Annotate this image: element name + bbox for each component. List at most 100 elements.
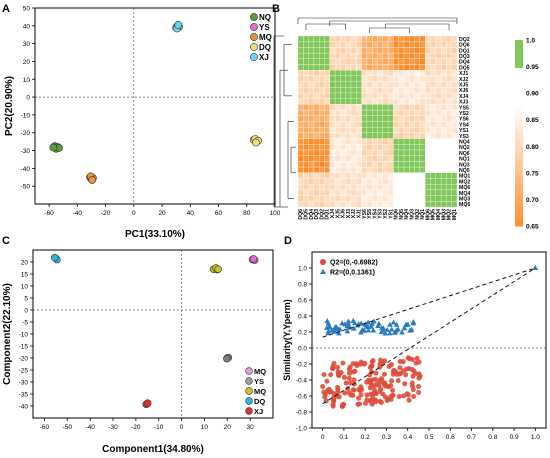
b-heatmap-cell (451, 195, 458, 202)
d-r2-point (410, 319, 417, 325)
b-heatmap-cell (414, 132, 421, 139)
b-heatmap-cell (382, 64, 389, 71)
b-heatmap-cell (435, 104, 442, 111)
b-heatmap-cell (393, 47, 399, 54)
b-heatmap-cell (372, 178, 378, 185)
b-heatmap-cell (319, 201, 325, 208)
b-heatmap-cell (345, 109, 352, 116)
b-col-label: DQ2 (319, 209, 325, 220)
b-heatmap-cell (324, 144, 330, 151)
b-heatmap-cell (387, 70, 394, 77)
panel-letter-c: C (2, 235, 10, 247)
b-heatmap-cell (366, 35, 373, 42)
b-heatmap-cell (403, 104, 410, 111)
b-heatmap-cell (308, 121, 315, 128)
c-y-tick-label: 15 (21, 272, 29, 279)
b-heatmap-cell (440, 127, 447, 134)
b-heatmap-cell (382, 127, 389, 134)
b-col-label: XJ6 (341, 209, 347, 218)
b-colorbar-tick-label: 0.85 (526, 117, 539, 124)
b-heatmap-cell (361, 70, 368, 77)
d-r2-point (344, 328, 351, 334)
b-heatmap-cell (393, 189, 399, 196)
panel-d-permutation: 0 0.1 0.2 0.3 0.4 0.5 0.6 0.7 0.8 0.9 1.0 -1.0 -0.8… (282, 251, 547, 441)
b-heatmap-cell (308, 35, 315, 42)
b-heatmap-cell (446, 184, 452, 191)
d-q2-point (320, 384, 326, 390)
c-point-nq (223, 355, 231, 363)
b-heatmap-cell (435, 109, 442, 116)
b-colorbar-segment (515, 40, 523, 46)
b-colorbar-tick-label: 0.65 (526, 224, 539, 231)
d-legend-q2-marker (320, 259, 326, 265)
b-heatmap-cell (446, 127, 452, 134)
b-heatmap-cell (425, 58, 431, 65)
b-heatmap-cell (440, 47, 447, 54)
b-heatmap-cell (303, 70, 309, 77)
b-heatmap-cell (372, 64, 378, 71)
b-heatmap-cell (430, 52, 436, 59)
b-heatmap-cell (366, 104, 373, 111)
b-heatmap-cell (425, 127, 431, 134)
b-col-label: YS2 (383, 209, 389, 219)
b-heatmap-cell (308, 47, 315, 54)
b-colorbar-segment (515, 53, 523, 60)
b-col-label: DQ5 (303, 209, 309, 220)
b-heatmap-cell (377, 166, 383, 173)
b-heatmap-cell (393, 92, 399, 99)
b-heatmap-cell (377, 115, 383, 122)
b-heatmap-cell (324, 184, 330, 191)
b-heatmap-cell (350, 92, 357, 99)
b-heatmap-cell (425, 64, 431, 71)
d-x-tick-label: 0.9 (510, 434, 519, 441)
b-heatmap-cell (350, 184, 357, 191)
b-heatmap-cell (361, 64, 368, 71)
d-q2-point (340, 403, 346, 409)
b-heatmap-cell (361, 109, 368, 116)
b-heatmap-cell (440, 155, 447, 162)
c-x-tick-label: -60 (40, 424, 50, 431)
b-row-label: NQ6 (459, 151, 470, 157)
b-heatmap-cell (350, 121, 357, 128)
b-heatmap-cell (313, 87, 320, 94)
b-heatmap-cell (345, 87, 352, 94)
panel-d-ylabel: Similarity(Y,Yperm) (282, 299, 292, 381)
b-heatmap-cell (350, 161, 357, 168)
b-heatmap-cell (319, 87, 325, 94)
b-heatmap-cell (419, 155, 426, 162)
d-q2-point (331, 361, 337, 367)
b-heatmap-cell (419, 184, 426, 191)
b-heatmap-cell (356, 132, 362, 139)
b-heatmap-cell (334, 35, 341, 42)
b-heatmap-cell (361, 132, 368, 139)
b-heatmap-cell (356, 87, 362, 94)
b-heatmap-cell (398, 201, 405, 208)
b-heatmap-cell (414, 115, 421, 122)
b-heatmap-cell (387, 41, 394, 48)
b-heatmap-cell (451, 201, 458, 208)
b-heatmap-cell (313, 58, 320, 65)
b-heatmap-cell (350, 195, 357, 202)
c-y-tick-label: -40 (19, 404, 29, 411)
b-heatmap-cell (366, 70, 373, 77)
b-heatmap-cell (372, 41, 378, 48)
b-heatmap-cell (329, 166, 336, 173)
b-heatmap-cell (440, 115, 447, 122)
b-heatmap-cell (340, 109, 346, 116)
b-heatmap-cell (324, 41, 330, 48)
b-heatmap-cell (377, 127, 383, 134)
b-heatmap-cell (446, 189, 452, 196)
b-heatmap-cell (393, 144, 399, 151)
b-heatmap-cell (329, 138, 336, 145)
b-colorbar-segment (515, 207, 523, 213)
d-q2-regression-line (322, 267, 536, 405)
b-heatmap-cell (308, 115, 315, 122)
b-heatmap-cell (303, 58, 309, 65)
b-heatmap-cell (419, 166, 426, 173)
b-heatmap-cell (419, 58, 426, 65)
b-heatmap-cell (329, 121, 336, 128)
c-point-xj (144, 399, 152, 407)
b-heatmap-cell (387, 127, 394, 134)
b-heatmap-cell (393, 138, 399, 145)
